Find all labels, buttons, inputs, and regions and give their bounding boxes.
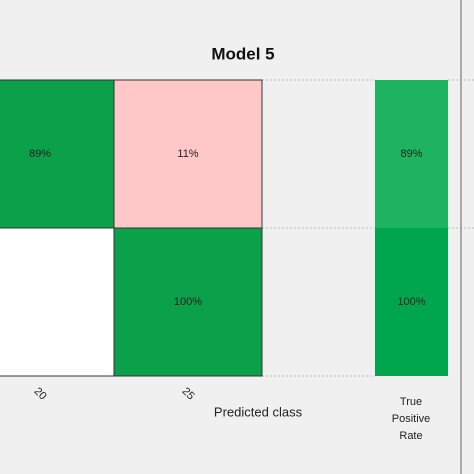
chart-title: Model 5 xyxy=(211,44,274,63)
x-axis-label: Predicted class xyxy=(214,404,303,419)
cell xyxy=(113,79,263,229)
x-tick-label: 25 xyxy=(179,385,196,402)
summary-cell-label: 100% xyxy=(397,296,425,308)
cell xyxy=(0,79,115,229)
summary-label: True Positive Rate xyxy=(391,396,431,442)
summary-cell-label: 89% xyxy=(400,148,422,160)
cell-label: 89% xyxy=(29,148,51,160)
summary-cell xyxy=(375,80,448,228)
cell-label: 100% xyxy=(174,296,202,308)
cell xyxy=(113,227,263,377)
cell-label: 11% xyxy=(177,148,198,160)
cell xyxy=(0,227,115,377)
summary-cell xyxy=(375,228,448,376)
x-tick-label: 20 xyxy=(31,385,48,402)
